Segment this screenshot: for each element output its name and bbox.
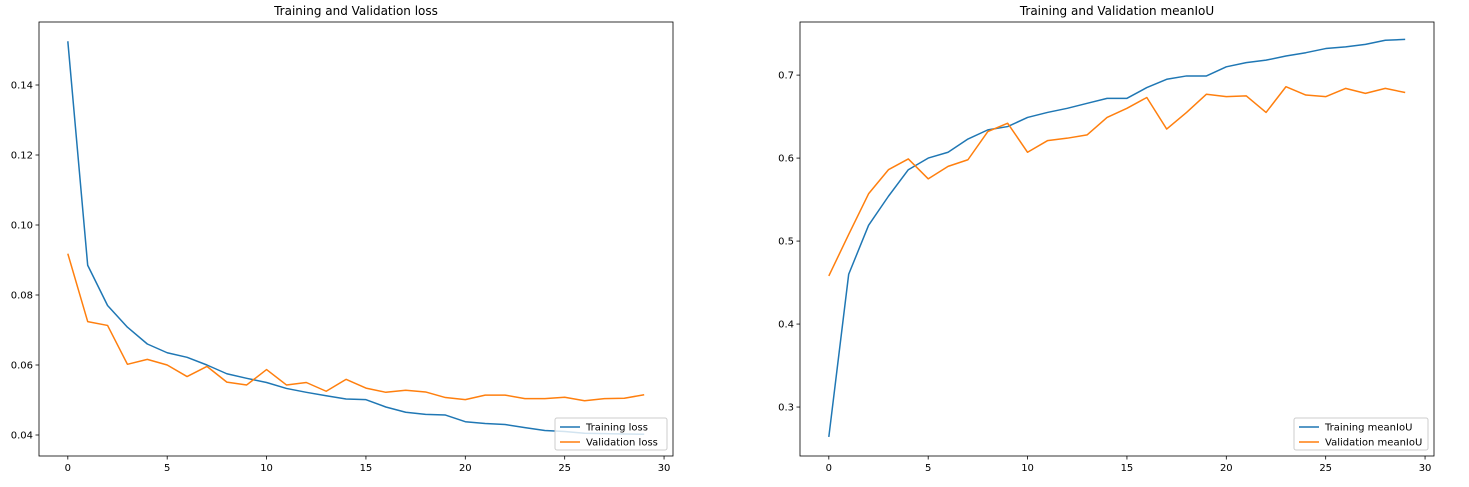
y-tick-label: 0.3 — [778, 403, 794, 414]
y-tick-label: 0.6 — [778, 154, 794, 165]
training-loss-line — [67, 41, 645, 436]
x-tick-label: 0 — [826, 463, 832, 474]
x-tick-label: 30 — [1419, 463, 1432, 474]
legend-label: Training loss — [585, 423, 648, 434]
x-tick-label: 15 — [360, 463, 373, 474]
legend-box — [554, 417, 668, 451]
y-tick-label: 0.5 — [778, 237, 794, 248]
legend-label: Validation meanIoU — [1325, 438, 1422, 449]
chart-title: Training and Validation loss — [273, 4, 438, 18]
y-tick-label: 0.12 — [11, 151, 33, 162]
x-tick-label: 20 — [459, 463, 472, 474]
meaniou-chart-panel: Training and Validation meanIoU 0 5 10 15 20 2… — [778, 4, 1435, 474]
x-tick-label: 5 — [925, 463, 931, 474]
legend: Training loss Validation loss — [554, 417, 668, 451]
validation-loss-line — [67, 253, 645, 402]
legend-label: Validation loss — [586, 438, 658, 449]
legend-box — [1293, 417, 1429, 451]
legend: Training meanIoU Validation meanIoU — [1293, 417, 1429, 451]
chart-title: Training and Validation meanIoU — [1019, 4, 1214, 18]
y-tick-label: 0.4 — [778, 320, 794, 331]
x-tick-label: 10 — [260, 463, 273, 474]
loss-chart-panel: Training and Validation loss 0 5 10 15 20 25 30… — [11, 4, 674, 474]
plot-frame — [799, 21, 1435, 457]
x-tick-label: 10 — [1021, 463, 1034, 474]
y-tick-label: 0.14 — [11, 81, 33, 92]
y-tick-label: 0.06 — [11, 361, 33, 372]
y-tick-label: 0.08 — [11, 291, 33, 302]
y-tick-label: 0.10 — [11, 221, 33, 232]
validation-meaniou-line — [828, 85, 1406, 277]
y-tick-label: 0.04 — [11, 431, 33, 442]
x-tick-label: 20 — [1220, 463, 1233, 474]
x-tick-label: 30 — [658, 463, 671, 474]
x-tick-label: 25 — [1319, 463, 1332, 474]
x-tick-label: 25 — [558, 463, 571, 474]
x-tick-label: 0 — [65, 463, 71, 474]
legend-label: Training meanIoU — [1324, 423, 1412, 434]
plot-frame — [38, 21, 674, 457]
x-tick-label: 5 — [164, 463, 170, 474]
training-meaniou-line — [828, 38, 1406, 438]
x-tick-label: 15 — [1121, 463, 1134, 474]
y-tick-label: 0.7 — [778, 71, 794, 82]
